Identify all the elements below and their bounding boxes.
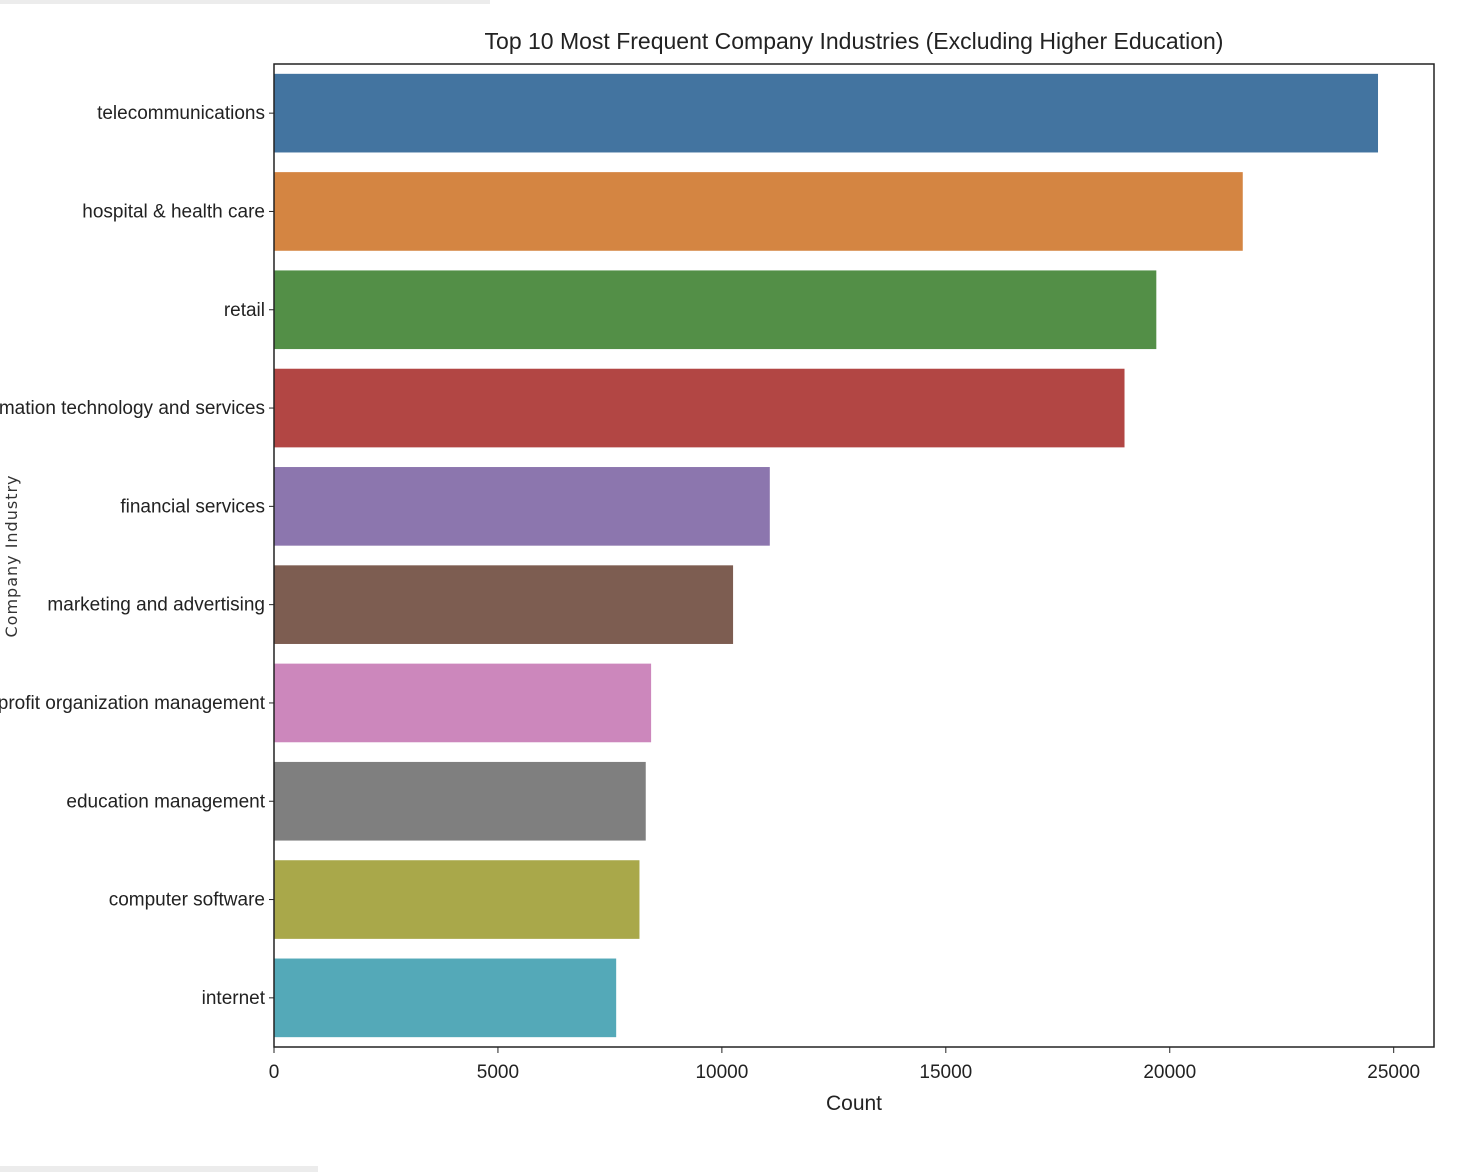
x-tick-label-2: 10000 bbox=[695, 1062, 748, 1083]
bar-1 bbox=[274, 172, 1243, 251]
plot-frame bbox=[273, 63, 1435, 1048]
y-tick-label-1: hospital & health care bbox=[82, 201, 265, 222]
bar-8 bbox=[274, 860, 640, 939]
x-tick-label-3: 15000 bbox=[919, 1062, 972, 1083]
y-tick-label-0: telecommunications bbox=[97, 103, 265, 124]
bars-group bbox=[274, 73, 1379, 1038]
top-toolbar-strip bbox=[0, 0, 490, 4]
x-axis-ticks: 0 5000 10000 15000 20000 25000 bbox=[269, 1047, 1420, 1083]
y-tick-label-9: internet bbox=[202, 988, 266, 1009]
y-tick-label-6: non-profit organization management bbox=[0, 693, 266, 714]
y-tick-label-8: computer software bbox=[109, 890, 265, 911]
bar-6 bbox=[274, 663, 652, 743]
y-tick-label-5: marketing and advertising bbox=[47, 595, 265, 616]
y-axis-ticks: telecommunications hospital & health care… bbox=[0, 103, 274, 1009]
y-tick-label-2: retail bbox=[224, 300, 265, 321]
bar-2 bbox=[274, 270, 1157, 350]
bar-4 bbox=[274, 467, 770, 546]
x-tick-label-4: 20000 bbox=[1143, 1062, 1196, 1083]
bar-0 bbox=[274, 73, 1379, 153]
y-axis-title: Company Industry bbox=[2, 474, 21, 637]
x-tick-label-1: 5000 bbox=[477, 1062, 519, 1083]
bar-5 bbox=[274, 565, 734, 644]
y-tick-label-4: financial services bbox=[120, 496, 265, 517]
x-tick-label-5: 25000 bbox=[1367, 1062, 1420, 1083]
bar-7 bbox=[274, 761, 646, 841]
x-axis-title: Count bbox=[826, 1092, 882, 1115]
x-tick-label-0: 0 bbox=[269, 1062, 280, 1083]
y-tick-label-3: information technology and services bbox=[0, 398, 265, 419]
bar-3 bbox=[274, 368, 1125, 448]
chart-title: Top 10 Most Frequent Company Industries … bbox=[485, 28, 1224, 54]
bottom-toolbar-strip bbox=[0, 1166, 318, 1172]
y-tick-label-7: education management bbox=[66, 791, 265, 812]
bar-9 bbox=[274, 958, 617, 1038]
